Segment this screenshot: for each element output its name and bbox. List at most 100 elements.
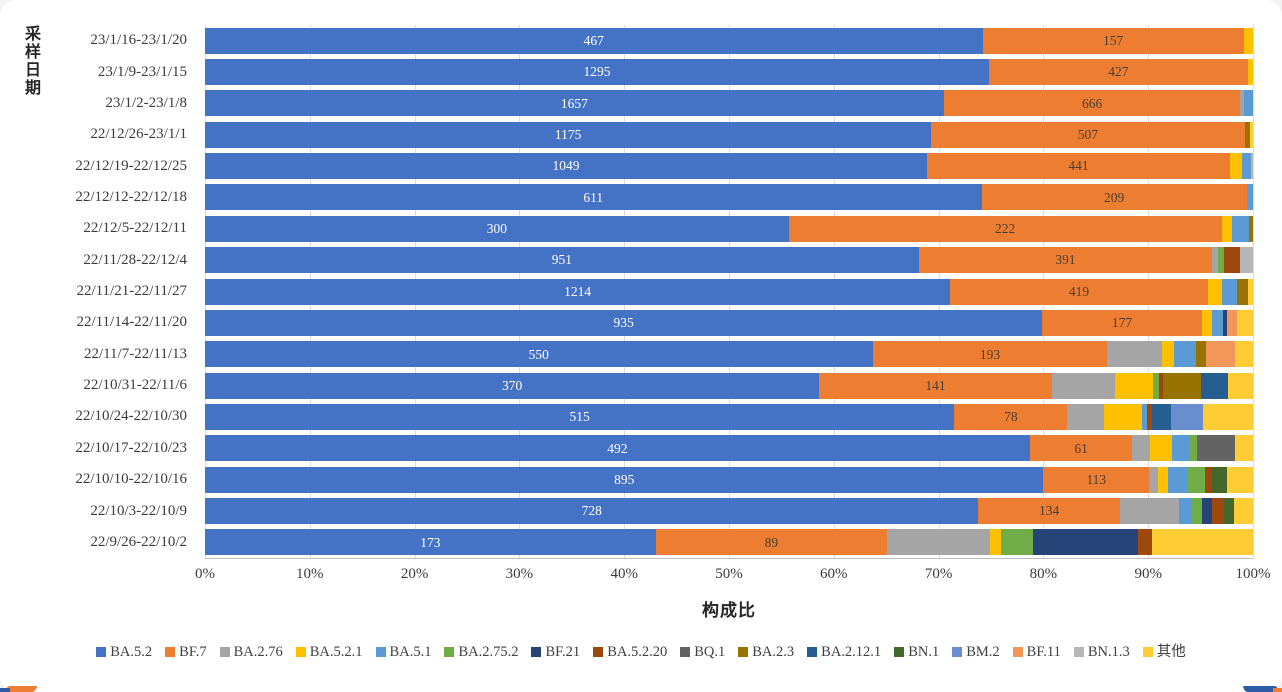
stacked-bar: 300 222 (205, 215, 1253, 242)
data-label: 441 (1068, 158, 1089, 174)
bar-segment-BA.5.2.1 (1207, 278, 1222, 305)
legend-label: BA.2.75.2 (458, 644, 519, 660)
bar-segment-BA.2.76 (1051, 372, 1115, 399)
y-axis-title: 采样日期 (22, 25, 39, 97)
legend-label: BQ.1 (694, 644, 726, 660)
bar-segment-BF.7: 61 (1029, 435, 1133, 462)
bar-segment-BA.2.76 (1119, 498, 1179, 525)
bar-row: 515 78 (205, 401, 1253, 432)
bar-segment-BA.2.12.1 (1152, 403, 1172, 430)
bar-segment-BA.5.1 (1246, 184, 1253, 211)
data-label: 935 (613, 315, 634, 331)
bar-segment-BN.1 (1223, 498, 1235, 525)
bar-segment-BF.7: 113 (1043, 466, 1150, 493)
bar-segment-BA.5.2: 370 (205, 372, 820, 399)
bar-row: 370 141 (205, 370, 1253, 401)
legend-item: BN.1 (894, 645, 939, 660)
legend-swatch-icon (375, 647, 386, 658)
x-axis-tick-label: 0% (195, 566, 215, 582)
legend-swatch-icon (593, 647, 604, 658)
bar-segment-BA.5.2.1 (1157, 466, 1169, 493)
legend-label: BF.7 (179, 644, 207, 660)
y-axis-label: 22/12/12-22/12/18 (75, 188, 187, 205)
bar-segment-BA.2.3 (1162, 372, 1201, 399)
corner-decoration-right-blue (1242, 686, 1280, 692)
data-label: 1049 (552, 158, 580, 174)
data-label: 89 (764, 534, 779, 550)
legend-label: BF.11 (1026, 644, 1061, 660)
legend-swatch-icon (807, 647, 818, 658)
bar-segment-BA.5.2.1 (1247, 59, 1253, 86)
bar-row: 1214 419 (205, 276, 1253, 307)
data-label: 391 (1055, 252, 1076, 268)
legend-swatch-icon (295, 647, 306, 658)
legend-label: BA.2.3 (752, 644, 795, 660)
bar-segment-BA.5.2: 550 (205, 341, 873, 368)
bar-segment-BF.7: 391 (918, 247, 1213, 274)
bar-segment-BF.21 (1201, 498, 1213, 525)
bar-segment-BA.5.2.1 (1243, 27, 1253, 54)
bar-segment-BA.5.1 (1178, 498, 1192, 525)
bar-segment-BN.1.3 (1250, 153, 1253, 180)
y-axis-label: 23/1/2-23/1/8 (105, 94, 187, 111)
x-axis-tick-label: 60% (820, 566, 848, 582)
bar-segment-BA.2.76 (1212, 247, 1219, 274)
data-label: 193 (979, 346, 1001, 362)
y-axis-label: 22/12/5-22/12/11 (83, 220, 187, 237)
bar-segment-BA.5.2.1 (1201, 309, 1213, 336)
bar-segment-BA.5.2.1 (1221, 215, 1233, 242)
bar-segment-BA.2.76 (1149, 466, 1158, 493)
bar-row: 1175 507 (205, 119, 1253, 150)
x-axis-title: 构成比 (702, 601, 756, 620)
bar-segment-BA.5.2: 467 (205, 27, 983, 54)
x-axis-tick-label: 100% (1235, 566, 1271, 582)
plot-area: 467 157 1295 427 1657 666 1175 507 1049 441 611 209… (205, 25, 1254, 558)
bar-segment-BA.5.2.1 (989, 529, 1002, 556)
stacked-bar: 1175 507 (205, 121, 1253, 148)
corner-decoration-right-orange (1273, 688, 1282, 692)
bar-segment-BF.7: 209 (981, 184, 1247, 211)
bar-segment-BA.5.2: 1214 (205, 278, 951, 305)
data-label: 61 (1074, 440, 1088, 456)
bar-row: 173 89 (205, 527, 1253, 558)
data-label: 177 (1111, 315, 1133, 331)
legend-swatch-icon (165, 647, 176, 658)
legend-swatch-icon (1142, 647, 1153, 658)
bar-segment-BA.5.2: 895 (205, 466, 1044, 493)
legend-item: BA.2.12.1 (807, 645, 881, 660)
bar-segment-BA.5.2.1 (1161, 341, 1175, 368)
data-label: 427 (1108, 64, 1129, 80)
corner-decoration-left-blue (0, 688, 10, 692)
bar-segment-BA.5.1 (1221, 278, 1238, 305)
legend-label: BA.5.2.20 (607, 644, 668, 660)
bar-segment-BF.7: 441 (927, 153, 1230, 180)
bar-row: 728 134 (205, 495, 1253, 526)
y-axis-label: 22/9/26-22/10/2 (90, 533, 187, 550)
legend-label: BN.1.3 (1087, 644, 1130, 660)
legend-item: BA.5.1 (375, 645, 431, 660)
data-label: 419 (1068, 283, 1090, 299)
bar-segment-BA.2.75.2 (1001, 529, 1033, 556)
bar-segment-BA.5.1 (1242, 153, 1251, 180)
bar-segment-其他 (1235, 341, 1253, 368)
data-label: 113 (1086, 471, 1107, 487)
bar-segment-BF.21 (1032, 529, 1138, 556)
bar-segment-BA.5.2.20 (1137, 529, 1153, 556)
legend-item: BF.21 (531, 645, 580, 660)
stacked-bar: 1049 441 (205, 153, 1253, 180)
legend-item: BM.2 (952, 645, 1000, 660)
bar-segment-其他 (1247, 278, 1253, 305)
bar-segment-其他 (1152, 529, 1253, 556)
bar-segment-BA.5.2.20 (1223, 247, 1241, 274)
data-label: 141 (925, 377, 946, 393)
data-label: 492 (607, 440, 628, 456)
bar-segment-BF.7: 134 (978, 498, 1120, 525)
bar-segment-BA.5.1 (1168, 466, 1188, 493)
legend-item: BN.1.3 (1073, 644, 1130, 660)
bars: 467 157 1295 427 1657 666 1175 507 1049 441 611 209… (205, 25, 1253, 558)
bar-row: 550 193 (205, 339, 1253, 370)
gridline (1253, 25, 1254, 558)
data-label: 507 (1077, 127, 1099, 142)
bar-segment-BA.5.2: 951 (205, 247, 919, 274)
bar-segment-BA.5.2: 173 (205, 529, 656, 556)
